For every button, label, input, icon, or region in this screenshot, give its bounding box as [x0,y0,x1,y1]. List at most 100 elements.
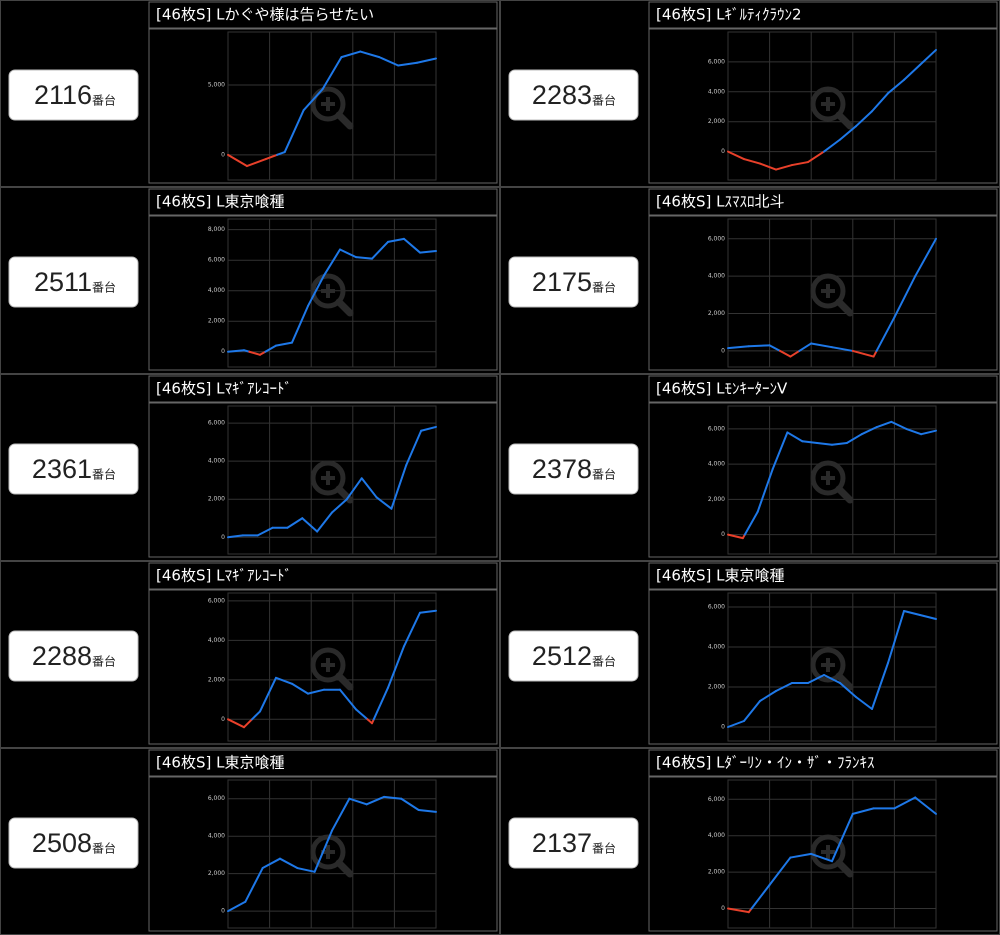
line-segment [355,708,369,721]
line-segment [743,700,761,722]
y-tick-label: 6,000 [208,597,225,604]
machine-suffix: 番台 [592,467,616,482]
y-tick-label: 2,000 [708,118,725,125]
machine-label: 2137 [532,828,592,858]
line-segment [286,517,304,529]
machine-suffix: 番台 [92,467,116,482]
line-segment [905,427,923,436]
plot-area [727,218,937,368]
chart-title: [46枚S] Lﾀﾞｰﾘﾝ・ｲﾝ・ｻﾞ・ﾌﾗﾝｷｽ [656,754,874,772]
line-segment [875,316,896,352]
watermark [310,834,346,870]
title-bar [648,562,998,590]
title-bar [648,188,998,216]
line-segment [251,710,261,721]
machine-label: 2508 [32,828,92,858]
line-segment [275,341,293,347]
line-segment [851,349,875,358]
line-segment [855,696,873,710]
chart-title: [46枚S] Lｷﾞﾙﾃｨｸﾗｳﾝ2 [656,6,801,24]
line-segment [791,161,809,167]
watermark [310,273,346,309]
line-segment [727,150,745,161]
line-segment [727,345,750,350]
watermark [321,471,335,485]
machine-number: 2116 [34,80,92,110]
machine-number: 2511 [34,267,92,297]
y-tick-label: 4,000 [208,637,225,644]
line-segment [296,867,316,873]
y-tick-label: 0 [221,151,225,158]
line-segment [359,50,381,59]
y-tick-label: 0 [721,148,725,155]
watermark [821,845,835,859]
line-segment [871,662,889,710]
label-box [508,256,639,308]
watermark [321,658,335,672]
plot-area [727,779,937,929]
panel: 2512 番台 [46枚S] L東京喰種 0 2,000 4,000 6,000 [500,561,1000,748]
line-segment [227,153,248,168]
line-segment [839,682,857,698]
y-tick-label: 6,000 [208,795,225,802]
line-segment [339,248,357,259]
panel: 2175 番台 [46枚S] Lｽﾏｽﾛ北斗 0 2,000 4,000 6,000 [500,187,1000,374]
chart-title: [46枚S] Lﾏｷﾞｱﾚｺｰﾄﾞ [156,380,292,398]
line-segment [839,125,857,141]
panel: 2511 番台 [46枚S] L東京喰種 0 2,000 4,000 6,000 8,000 [0,187,500,374]
line-segment [259,350,267,356]
panel: 2508 番台 [46枚S] L東京喰種 0 2,000 4,000 6,000 [0,748,500,935]
line-segment [914,796,937,815]
y-tick-label: 0 [221,908,225,915]
label-box [508,817,639,869]
watermark [821,284,835,298]
line-segment [903,63,921,81]
line-segment [893,275,917,319]
panel: 2288 番台 [46枚S] Lﾏｷﾞｱﾚｺｰﾄﾞ 0 2,000 4,000 6,000 [0,561,500,748]
chart-title: [46枚S] L東京喰種 [156,193,284,211]
line-segment [871,92,889,113]
line-segment [743,510,759,536]
line-segment [890,420,908,430]
line-segment [759,162,777,171]
label-box [8,256,139,308]
line-segment [823,674,841,684]
y-tick-label: 2,000 [208,676,225,683]
line-segment [786,431,804,443]
y-tick-label: 0 [721,905,725,912]
y-tick-label: 2,000 [708,496,725,503]
line-segment [872,349,878,358]
chart-title: [46枚S] Lかぐや様は告らせたい [156,6,374,24]
panel: 2378 番台 [46枚S] LﾓﾝｷｰﾀｰﾝV 0 2,000 4,000 6,000 [500,374,1000,561]
y-tick-label: 0 [221,716,225,723]
machine-label: 2512 [532,641,592,671]
panel: 2116 番台 [46枚S] Lかぐや様は告らせたい 0 5,000 [0,0,500,187]
line-segment [771,431,789,471]
y-tick-label: 2,000 [208,496,225,503]
chart-title: [46枚S] L東京喰種 [156,754,284,772]
y-tick-label: 6,000 [708,425,725,432]
line-segment [420,425,437,432]
y-tick-label: 8,000 [208,226,225,233]
line-segment [387,237,405,243]
watermark [810,273,846,309]
line-segment [747,344,771,348]
y-tick-label: 4,000 [208,458,225,465]
machine-suffix: 番台 [592,654,616,669]
line-segment [275,676,293,685]
y-tick-label: 4,000 [208,287,225,294]
chart-title: [46枚S] Lﾏｷﾞｱﾚｺｰﾄﾞ [156,567,292,585]
line-segment [360,477,378,499]
machine-label: 2378 [532,454,592,484]
y-tick-label: 6,000 [708,604,725,611]
watermark [821,97,835,111]
line-segment [914,237,937,278]
y-tick-label: 4,000 [708,461,725,468]
line-segment [727,533,744,540]
machine-number: 2512 [532,641,592,671]
line-segment [307,274,325,307]
line-segment [831,346,854,352]
machine-number: 2283 [532,80,592,110]
machine-label: 2283 [532,80,592,110]
line-segment [264,344,277,353]
